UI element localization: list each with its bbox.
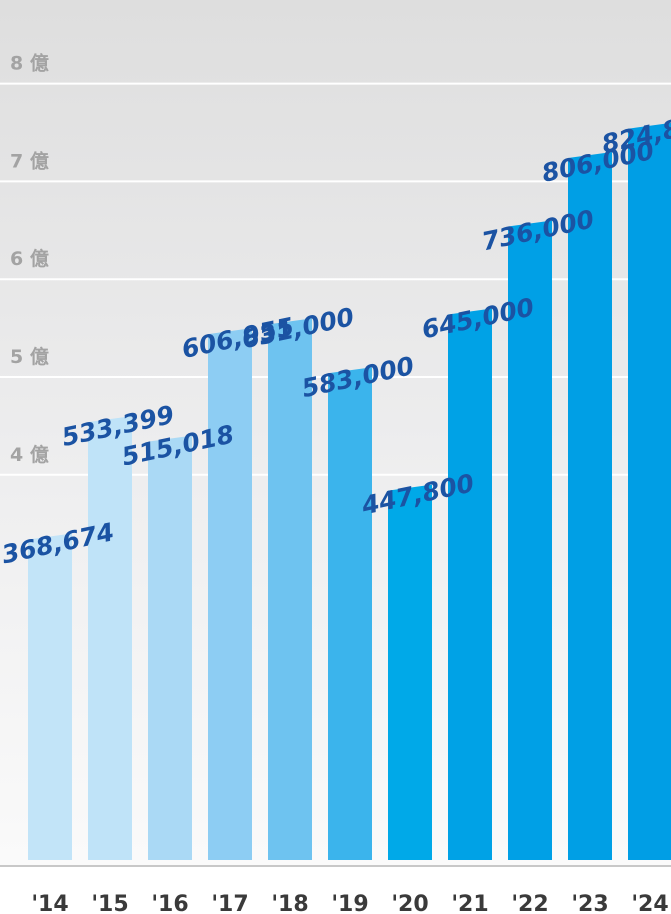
- bars: [28, 122, 671, 861]
- bar: [328, 367, 372, 860]
- bar: [448, 308, 492, 860]
- y-tick-label: 4 億: [10, 443, 49, 466]
- bar: [388, 484, 432, 860]
- bar: [268, 318, 312, 860]
- x-tick-label: '24: [631, 892, 668, 914]
- bar: [568, 152, 612, 860]
- x-tick-label: '21: [451, 892, 488, 914]
- bar: [88, 416, 132, 860]
- bar: [628, 122, 671, 860]
- y-tick-label: 7 億: [10, 149, 49, 172]
- bar: [148, 435, 192, 860]
- x-tick-label: '15: [91, 892, 128, 914]
- x-tick-label: '19: [331, 892, 368, 914]
- y-tick-label: 8 億: [10, 52, 49, 75]
- bar: [208, 328, 252, 861]
- bar: [28, 533, 72, 860]
- x-tick-label: '23: [571, 892, 608, 914]
- bar: [508, 220, 552, 860]
- y-tick-label: 6 億: [10, 247, 49, 270]
- x-tick-labels: '14 '15 '16 '17 '18 '19 '20 '21 '22 '23 '24: [31, 892, 668, 914]
- x-tick-label: '18: [271, 892, 308, 914]
- x-tick-label: '20: [391, 892, 428, 914]
- x-tick-label: '16: [151, 892, 188, 914]
- x-tick-label: '14: [31, 892, 68, 914]
- y-tick-label: 5 億: [10, 345, 49, 368]
- x-tick-label: '17: [211, 892, 248, 914]
- y-tick-labels: 4 億5 億6 億7 億8 億9 億: [10, 52, 49, 466]
- x-tick-label: '22: [511, 892, 548, 914]
